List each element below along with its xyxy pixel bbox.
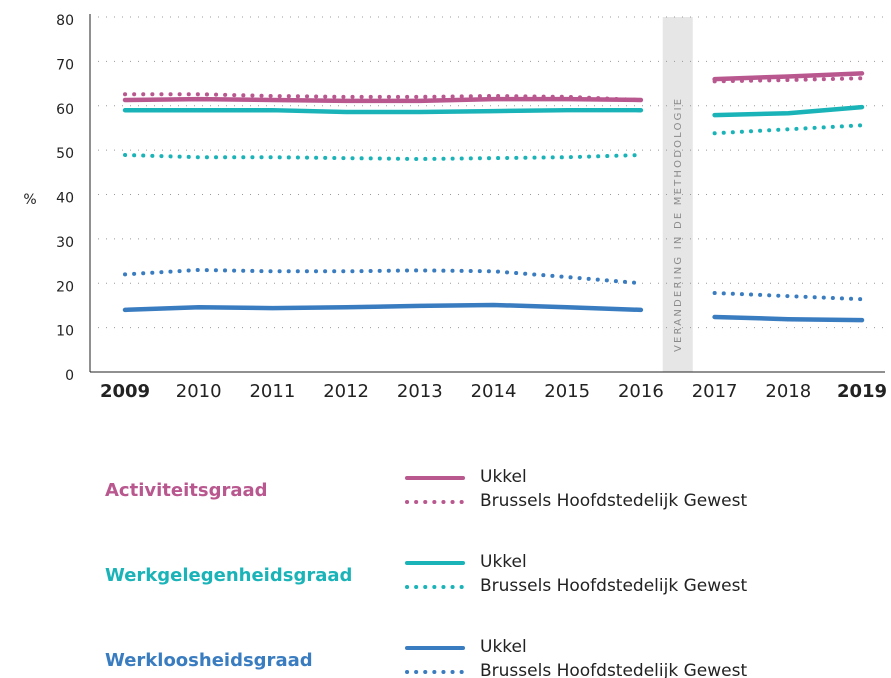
legend-label: Brussels Hoofdstedelijk Gewest [480,661,747,678]
legend-label: Brussels Hoofdstedelijk Gewest [480,576,747,596]
legend-group-label: Werkloosheidsgraad [105,650,313,671]
solid-line [122,96,644,104]
methodology-band [662,17,693,372]
x-tick-label: 2010 [176,381,222,402]
x-tick-label: 2019 [837,381,887,402]
y-axis-label: % [23,192,36,208]
x-tick-label: 2013 [397,381,443,402]
y-tick-label: 70 [56,57,74,73]
solid-line [712,71,865,82]
x-tick-label: 2015 [544,381,590,402]
y-tick-label: 40 [56,191,74,207]
x-tick-label: 2017 [692,381,738,402]
legend-label: Ukkel [480,637,527,657]
solid-line [122,107,644,115]
legend-label: Ukkel [480,467,527,487]
x-tick-label: 2011 [249,381,295,402]
x-tick-label: 2012 [323,381,369,402]
dotted-line [712,291,864,302]
dotted-line [123,267,643,286]
annotation: VERANDERING IN DE METHODOLOGIE [673,97,684,352]
y-tick-label: 10 [56,324,74,340]
y-tick-label: 0 [65,368,74,384]
y-tick-label: 50 [56,146,74,162]
dotted-line [123,153,643,162]
legend-label: Brussels Hoofdstedelijk Gewest [480,491,747,511]
y-tick-label: 60 [56,102,74,118]
x-tick-label: 2018 [765,381,811,402]
legend-group-label: Werkgelegenheidsgraad [105,565,352,586]
solid-line [122,302,644,313]
dotted-line [712,123,864,136]
y-tick-label: 20 [56,279,74,295]
legend-group-label: Activiteitsgraad [105,480,268,501]
dotted-line [712,76,864,84]
x-tick-label: 2014 [471,381,517,402]
x-tick-label: 2016 [618,381,664,402]
y-tick-label: 30 [56,235,74,251]
x-tick-label: 2009 [100,381,150,402]
legend-label: Ukkel [480,552,527,572]
solid-line [712,314,865,323]
y-tick-label: 80 [56,13,74,29]
solid-line [712,104,865,118]
